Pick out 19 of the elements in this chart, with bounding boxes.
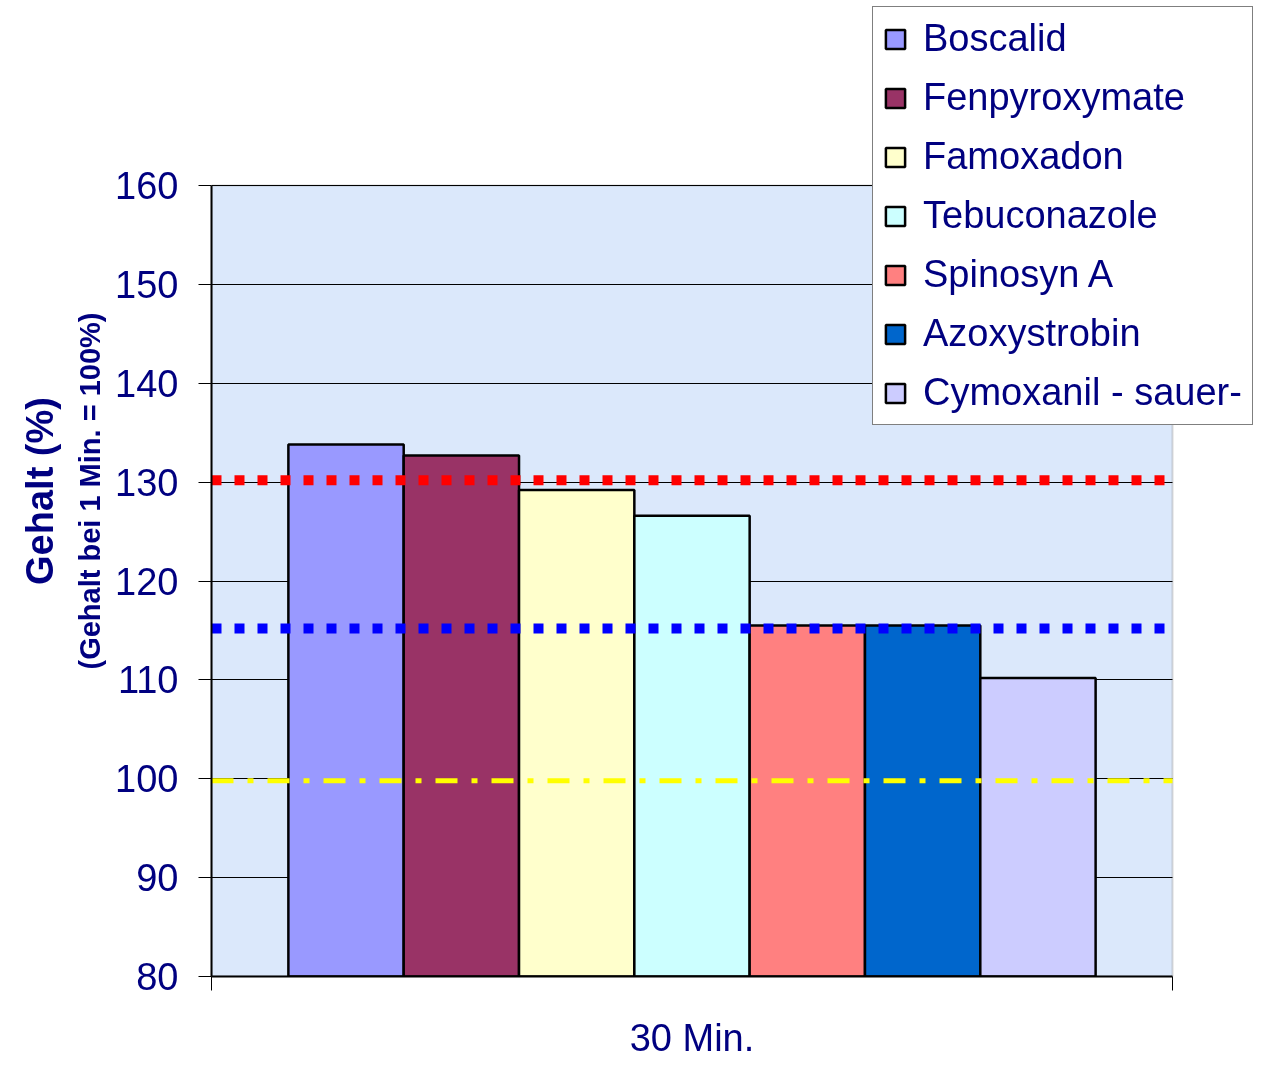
y-tick-label: 150 [115, 263, 179, 306]
text: (Gehalt bei 1 Min. = 100%) [73, 312, 106, 670]
y-tick-label: 120 [115, 560, 179, 603]
x-tick-label: 30 Min. [629, 1016, 755, 1059]
y-tick-label: 100 [115, 758, 179, 801]
y-tick-label: 110 [117, 659, 179, 702]
legend-label: Azoxystrobin [923, 312, 1141, 355]
legend-label: Cymoxanil - sauer- [923, 371, 1242, 414]
legend-label: Famoxadon [923, 135, 1124, 178]
y-axis-title: Gehalt (%) [18, 397, 61, 585]
y-tick-label: 140 [115, 362, 179, 405]
legend-label: Spinosyn A [923, 253, 1114, 296]
legend-label: Tebuconazole [923, 194, 1158, 237]
legend-label: Boscalid [923, 17, 1067, 60]
y-tick-label: 80 [136, 956, 179, 998]
legend-label: Fenpyroxymate [923, 76, 1185, 119]
y-tick-label: 130 [115, 461, 179, 504]
y-tick-label: 90 [136, 857, 179, 900]
y-tick-label: 160 [115, 165, 179, 207]
